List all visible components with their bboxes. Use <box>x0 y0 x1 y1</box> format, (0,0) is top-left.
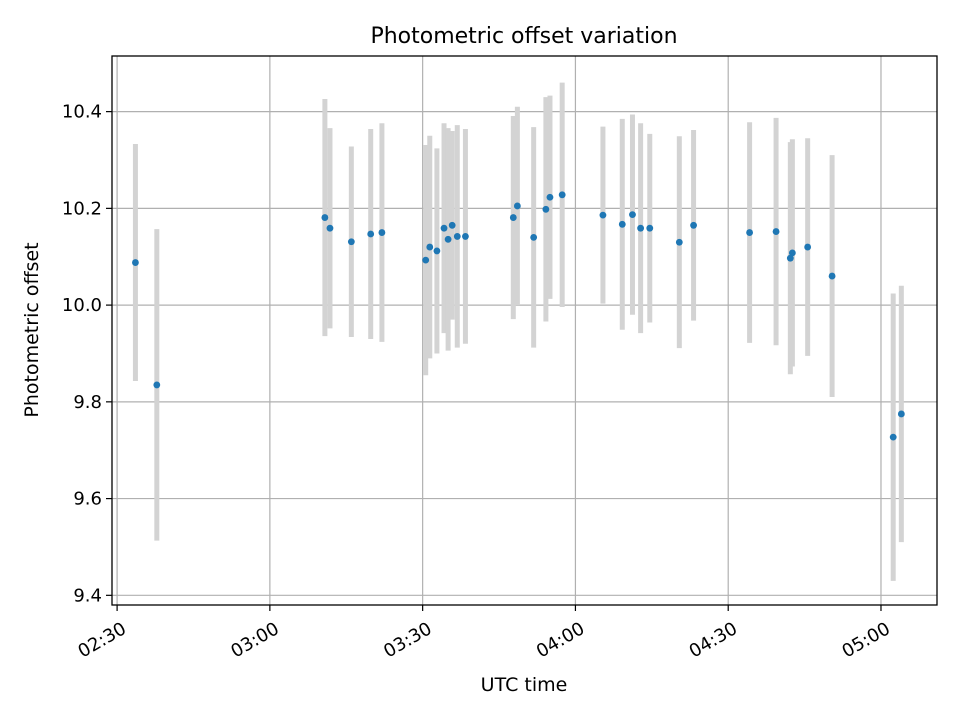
data-point <box>326 224 334 232</box>
y-tick-label: 10.2 <box>62 198 102 219</box>
data-point <box>786 254 794 262</box>
data-point <box>618 220 626 228</box>
data-point <box>378 229 386 236</box>
chart-title: Photometric offset variation <box>370 24 677 49</box>
data-point <box>897 410 905 418</box>
y-tick-label: 9.6 <box>73 489 102 510</box>
data-point <box>440 224 448 232</box>
data-point <box>513 202 521 210</box>
data-point <box>690 221 697 229</box>
data-point <box>367 230 375 238</box>
data-point <box>546 193 554 201</box>
plot-frame <box>111 55 938 606</box>
y-tick-label: 10.4 <box>62 102 102 123</box>
x-axis-label: UTC time <box>481 674 568 696</box>
data-point <box>433 247 441 255</box>
data-point <box>462 233 469 240</box>
data-point <box>599 211 607 219</box>
y-tick-label: 9.8 <box>73 392 102 413</box>
data-point <box>646 224 654 232</box>
data-point <box>675 238 683 246</box>
y-tick-label: 9.4 <box>73 585 102 606</box>
data-point <box>804 243 812 251</box>
data-point <box>453 233 461 240</box>
data-point <box>444 235 452 243</box>
data-point <box>772 228 780 235</box>
y-tick-label: 10.0 <box>62 295 102 316</box>
data-point <box>542 205 550 213</box>
data-point <box>788 249 796 257</box>
data-point <box>347 238 355 246</box>
data-point <box>629 211 636 219</box>
data-point <box>509 214 517 221</box>
data-point <box>426 243 434 251</box>
data-point <box>558 191 566 199</box>
y-axis-label: Photometric offset <box>21 242 43 417</box>
data-point <box>321 214 329 221</box>
data-point <box>448 221 456 229</box>
data-point <box>422 256 430 264</box>
data-point <box>828 272 836 280</box>
data-point <box>637 224 645 232</box>
data-points <box>132 191 905 441</box>
data-point <box>530 233 538 241</box>
data-point <box>889 433 897 441</box>
data-point <box>746 229 753 236</box>
data-point <box>153 381 161 389</box>
data-point <box>132 259 139 266</box>
grid-lines <box>112 56 937 605</box>
